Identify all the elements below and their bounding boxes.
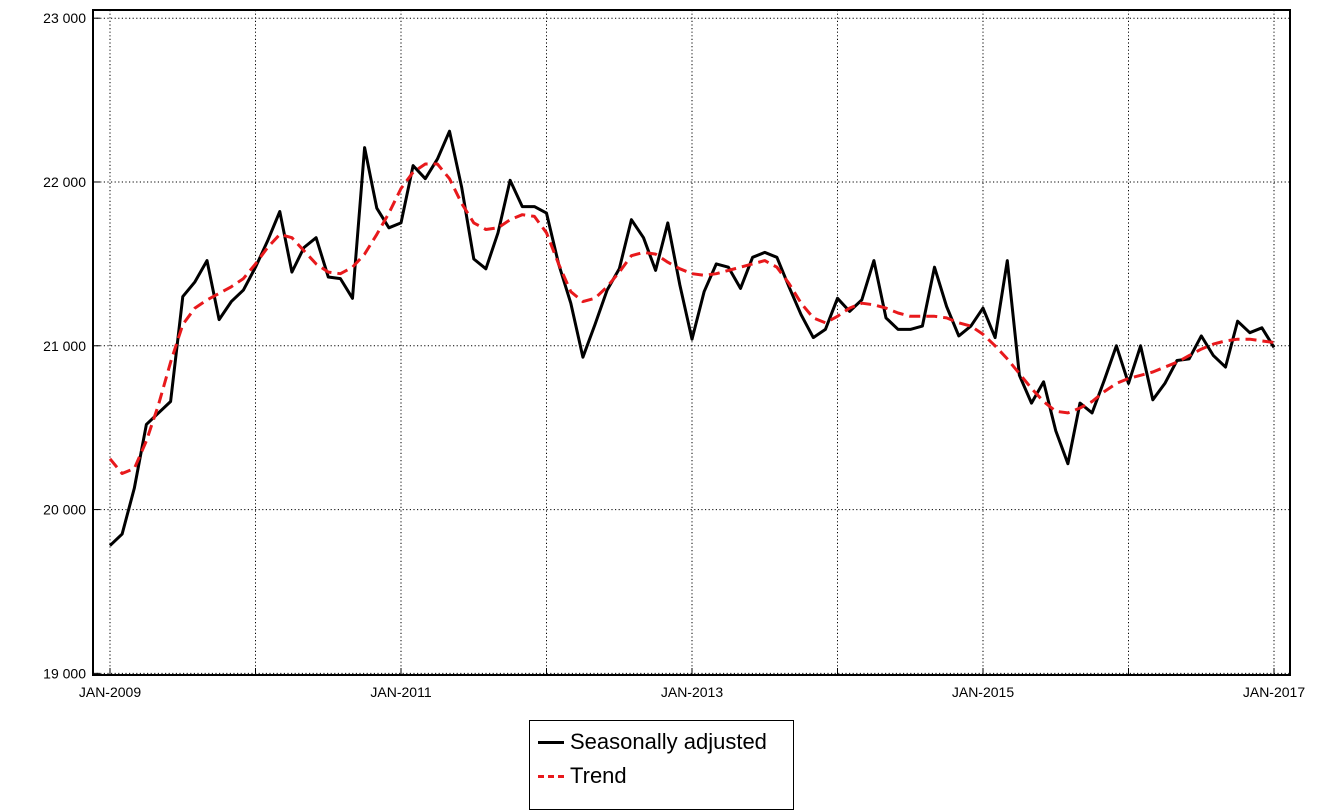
plot-area (92, 9, 1291, 676)
x-tick-label: JAN-2017 (1243, 684, 1305, 700)
legend: Seasonally adjusted Trend (529, 720, 794, 810)
series-line-seasonally-adjusted (108, 129, 1276, 547)
x-tick-label: JAN-2011 (370, 684, 431, 700)
y-tick-label: 23 000 (43, 10, 86, 26)
x-tick-label: JAN-2013 (661, 684, 723, 700)
y-tick-label: 22 000 (43, 174, 86, 190)
series-line-trend (108, 162, 1275, 475)
axis-ticks: 19 000 20 000 21 000 22 000 23 000 JAN-2009 JA… (43, 10, 1305, 700)
legend-item-trend: Trend (538, 759, 785, 793)
x-tick-label: JAN-2009 (79, 684, 141, 700)
x-tick-label: JAN-2015 (952, 684, 1014, 700)
legend-item-seasonally-adjusted: Seasonally adjusted (538, 725, 785, 759)
legend-swatch-dashed (538, 774, 564, 778)
y-tick-label: 20 000 (43, 502, 86, 518)
series-lines (108, 129, 1276, 547)
y-tick-label: 21 000 (43, 338, 86, 354)
legend-label: Trend (570, 763, 627, 788)
legend-label: Seasonally adjusted (570, 729, 767, 754)
legend-swatch-solid (538, 740, 564, 744)
line-chart: 19 000 20 000 21 000 22 000 23 000 JAN-2009 JA… (43, 9, 1305, 700)
y-tick-label: 19 000 (43, 665, 86, 681)
